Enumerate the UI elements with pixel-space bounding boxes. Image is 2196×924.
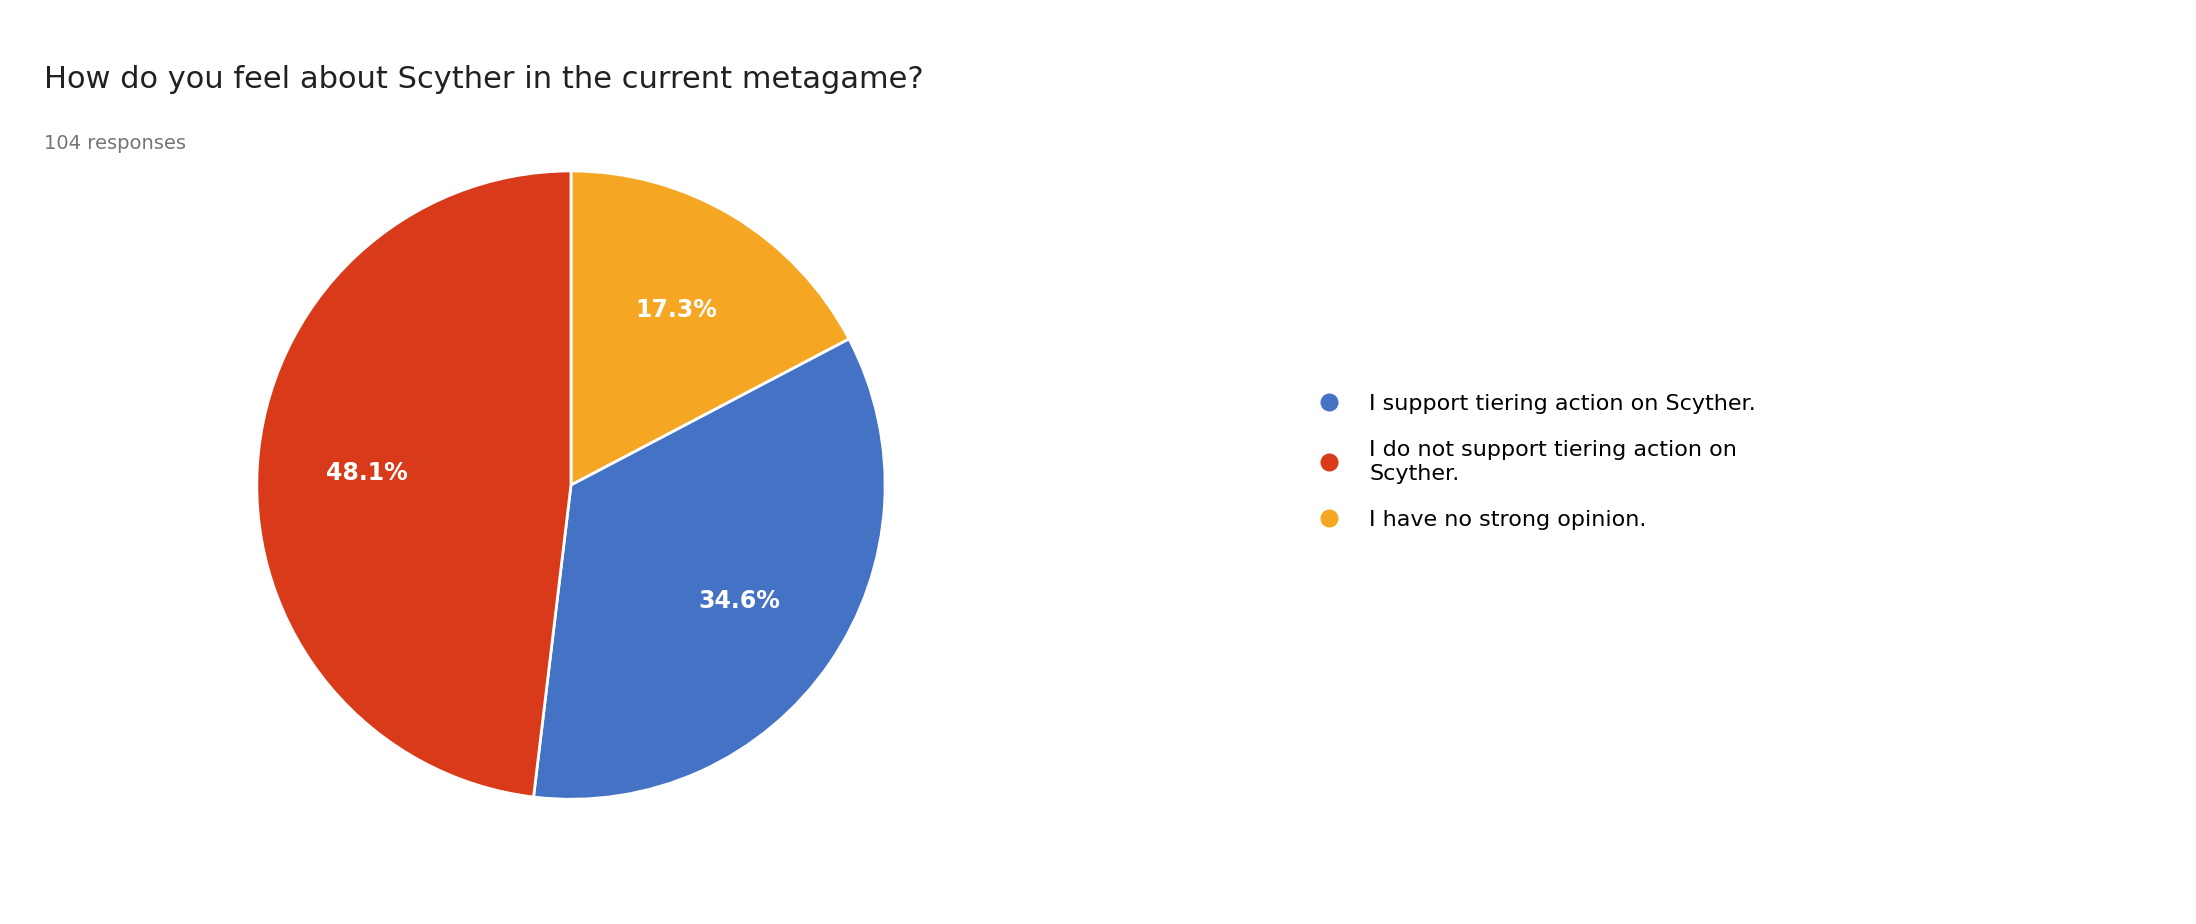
Text: How do you feel about Scyther in the current metagame?: How do you feel about Scyther in the cur… — [44, 65, 925, 93]
Text: 34.6%: 34.6% — [698, 589, 780, 613]
Wedge shape — [534, 339, 885, 799]
Text: 48.1%: 48.1% — [327, 461, 408, 485]
Wedge shape — [571, 171, 850, 485]
Wedge shape — [257, 171, 571, 797]
Legend: I support tiering action on Scyther., I do not support tiering action on
Scyther: I support tiering action on Scyther., I … — [1285, 371, 1779, 553]
Text: 104 responses: 104 responses — [44, 134, 187, 153]
Text: 17.3%: 17.3% — [635, 298, 718, 322]
